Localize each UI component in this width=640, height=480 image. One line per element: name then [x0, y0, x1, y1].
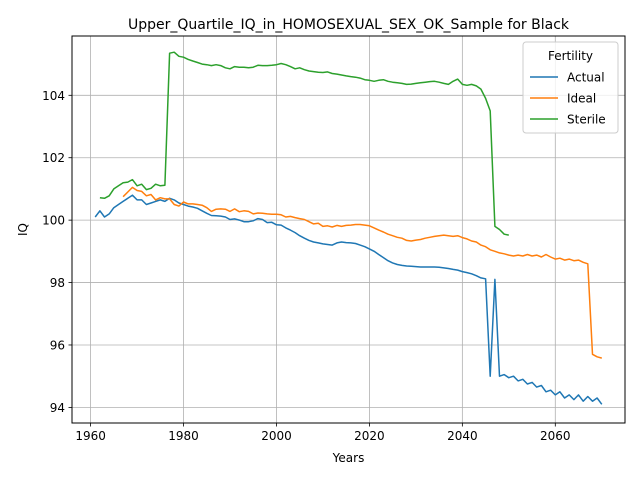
plot-area-frame: [71, 35, 626, 424]
legend: Fertility Actual Ideal Sterile: [522, 41, 619, 134]
series-line-sterile: [99, 51, 509, 236]
legend-box: [522, 41, 619, 134]
y-axis-ticks: 94 96 98 100 102 104: [42, 89, 72, 415]
legend-label-ideal: Ideal: [567, 92, 596, 106]
x-tick-label: 2040: [447, 429, 478, 443]
legend-label-sterile: Sterile: [567, 113, 606, 127]
x-tick-label: 1980: [168, 429, 199, 443]
y-tick-label: 98: [50, 276, 65, 290]
series-lines: [94, 51, 603, 405]
y-tick-label: 102: [42, 151, 65, 165]
y-tick-label: 104: [42, 89, 65, 103]
x-tick-label: 2000: [261, 429, 292, 443]
legend-title: Fertility: [548, 49, 593, 63]
chart-title: Upper_Quartile_IQ_in_HOMOSEXUAL_SEX_OK_S…: [128, 17, 570, 33]
grid: [72, 36, 625, 423]
y-axis-label: IQ: [16, 223, 30, 236]
y-tick-label: 94: [50, 401, 65, 415]
x-axis-label: Years: [332, 451, 365, 465]
x-axis-ticks: 1960 1980 2000 2020 2040 2060: [75, 423, 571, 443]
legend-label-actual: Actual: [567, 71, 605, 85]
series-line-ideal: [122, 186, 602, 359]
x-tick-label: 2020: [354, 429, 385, 443]
x-tick-label: 1960: [75, 429, 106, 443]
y-tick-label: 96: [50, 338, 65, 352]
y-tick-label: 100: [42, 214, 65, 228]
legend-entries: Actual Ideal Sterile: [530, 71, 606, 127]
x-tick-label: 2060: [540, 429, 571, 443]
series-line-actual: [94, 194, 603, 405]
